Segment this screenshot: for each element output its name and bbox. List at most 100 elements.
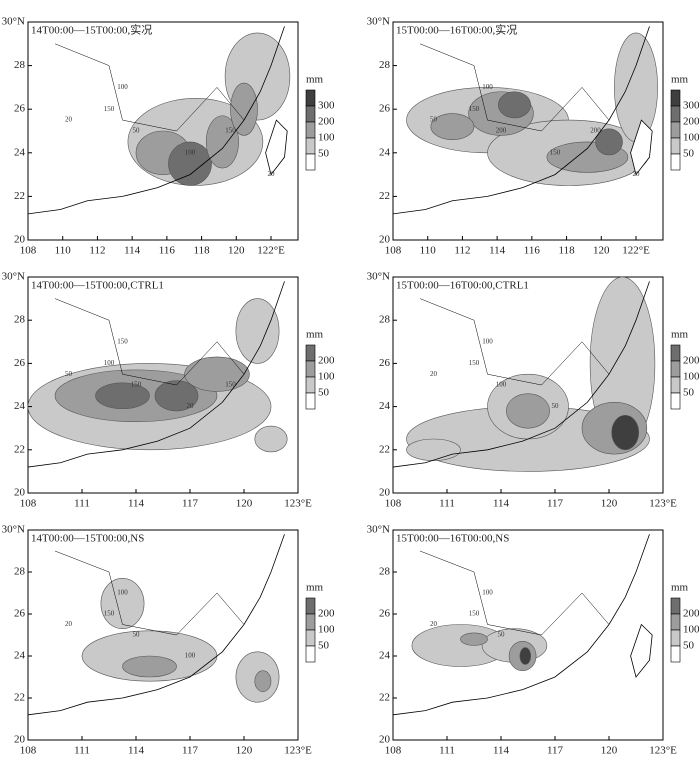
contour-label: 50 — [133, 127, 141, 135]
map-panel: 14T00:00—15T00:00,NS 100 150 50 20 100 108 111 1… — [2, 524, 335, 757]
legend-swatch — [670, 153, 681, 171]
legend-swatch — [670, 645, 681, 663]
coastline — [27, 26, 285, 215]
x-tick-label: 111 — [439, 745, 455, 757]
panel-title: 15T00:00—16T00:00,实况 — [396, 23, 517, 37]
contour-label: 150 — [469, 359, 480, 367]
contour-label: 20 — [430, 620, 438, 628]
precip-area — [497, 91, 531, 119]
y-tick-label: 22 — [14, 692, 25, 704]
precip-area — [506, 393, 550, 429]
x-tick-label: 118 — [559, 245, 576, 257]
x-tick-label: 117 — [547, 745, 564, 757]
contour-label: 150 — [225, 127, 236, 135]
province-boundary — [419, 298, 610, 386]
x-tick-label: 122°E — [622, 245, 650, 257]
y-tick-label: 20 — [14, 234, 26, 246]
title-bg — [394, 531, 514, 545]
y-tick-label: 26 — [379, 103, 391, 115]
legend-swatch — [305, 360, 316, 378]
contour-label: 100 — [185, 652, 196, 660]
y-tick-label: 30°N — [2, 16, 25, 28]
contour-label: 150 — [225, 381, 236, 389]
x-tick-label: 108 — [20, 498, 37, 510]
legend-swatch — [305, 89, 316, 107]
contour-label: 20 — [187, 402, 195, 410]
contour-label: 100 — [482, 337, 493, 345]
y-tick-label: 22 — [14, 190, 25, 202]
contour-label: 150 — [131, 381, 142, 389]
y-tick-label: 24 — [14, 146, 26, 158]
legend-label: 200 — [683, 116, 700, 128]
y-tick-label: 30°N — [2, 271, 25, 283]
x-tick-label: 111 — [74, 498, 90, 510]
precip-area — [611, 414, 640, 451]
x-tick-label: 110 — [55, 245, 72, 257]
legend-swatch — [305, 344, 316, 362]
map-panel: 14T00:00—15T00:00,实况10015050201001502010… — [2, 16, 335, 257]
legend-swatch — [670, 613, 681, 631]
y-tick-label: 26 — [14, 608, 26, 620]
y-tick-label: 24 — [14, 650, 26, 662]
x-tick-label: 120 — [601, 498, 618, 510]
x-tick-label: 112 — [89, 245, 105, 257]
precip-area — [460, 632, 488, 646]
legend-label: 100 — [683, 371, 700, 383]
precip-area — [184, 356, 250, 392]
title-bg — [29, 23, 149, 37]
title-bg — [29, 278, 149, 292]
legend-swatch — [670, 137, 681, 155]
x-tick-label: 110 — [420, 245, 437, 257]
x-tick-label: 123°E — [284, 498, 312, 510]
panel-title: 14T00:00—15T00:00,实况 — [31, 23, 152, 37]
x-tick-label: 120 — [236, 745, 253, 757]
map-panel: 14T00:00—15T00:00,CTRL1 150 100 150 50 20 150 1… — [2, 271, 335, 510]
legend-swatch — [305, 121, 316, 139]
contour-label: 20 — [65, 116, 73, 124]
legend-label: 50 — [683, 640, 695, 652]
x-tick-label: 114 — [493, 745, 510, 757]
taiwan — [265, 119, 288, 176]
y-tick-label: 20 — [379, 234, 391, 246]
legend-swatch — [670, 392, 681, 410]
y-tick-label: 24 — [379, 146, 391, 158]
contour-label: 100 — [185, 148, 196, 156]
legend-label: 200 — [318, 116, 335, 128]
y-tick-label: 30°N — [367, 524, 390, 536]
legend-label: 100 — [683, 624, 700, 636]
coastline — [392, 534, 650, 716]
legend-swatch — [305, 153, 316, 171]
contour-label: 100 — [117, 83, 128, 91]
province-boundary — [54, 43, 245, 132]
taiwan — [630, 623, 653, 678]
y-tick-label: 20 — [379, 487, 391, 499]
precip-area — [254, 670, 272, 693]
contour-label: 20 — [65, 620, 73, 628]
y-tick-label: 28 — [379, 566, 391, 578]
contour-label: 100 — [117, 589, 128, 597]
legend-swatch — [305, 137, 316, 155]
contour-label: 150 — [469, 610, 480, 618]
y-tick-label: 20 — [14, 734, 26, 746]
legend-label: 100 — [683, 132, 700, 144]
panel-title: 14T00:00—15T00:00,NS — [31, 533, 144, 545]
contour-label: 50 — [552, 402, 560, 410]
province-boundary — [419, 550, 610, 636]
x-tick-label: 123°E — [649, 498, 677, 510]
legend-label: 50 — [683, 148, 695, 160]
x-tick-label: 108 — [385, 245, 402, 257]
x-tick-label: 108 — [20, 245, 37, 257]
legend-label: 200 — [318, 608, 335, 620]
legend-label: 300 — [318, 100, 335, 112]
y-tick-label: 22 — [379, 190, 390, 202]
x-tick-label: 120 — [228, 245, 245, 257]
coastline — [27, 281, 285, 468]
title-bg — [394, 23, 514, 37]
contour-label: 100 — [496, 381, 507, 389]
contour-label: 150 — [104, 610, 115, 618]
x-tick-label: 120 — [236, 498, 253, 510]
legend-swatch — [670, 121, 681, 139]
contour-label: 20 — [633, 170, 641, 178]
y-tick-label: 22 — [379, 692, 390, 704]
